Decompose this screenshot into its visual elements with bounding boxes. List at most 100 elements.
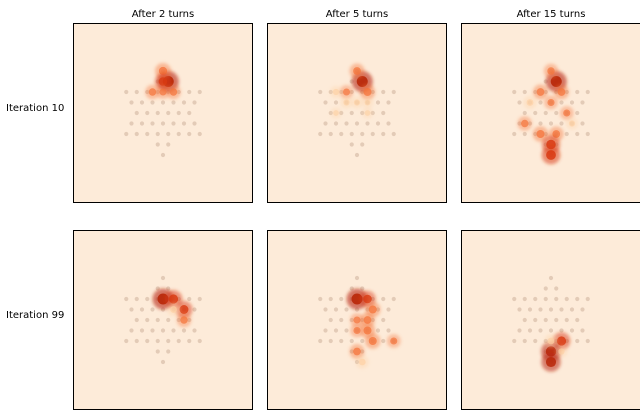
- board-dot: [554, 286, 559, 291]
- board-dot: [155, 338, 160, 344]
- board-dot: [548, 307, 554, 312]
- heat-core: [536, 88, 545, 96]
- board-dot: [134, 317, 139, 323]
- board-dot: [585, 296, 590, 302]
- board-dot: [564, 131, 569, 137]
- heat-core: [170, 306, 177, 313]
- board-dot: [517, 307, 522, 312]
- heat-core: [158, 66, 168, 76]
- column-title: After 15 turns: [517, 9, 586, 20]
- board-dot: [323, 328, 328, 333]
- board-dot: [386, 100, 391, 105]
- board-dot: [517, 328, 522, 333]
- board-dot: [381, 110, 386, 116]
- board-dot: [139, 100, 145, 105]
- heat-core: [169, 88, 178, 96]
- board-dot: [375, 121, 381, 126]
- board-dot: [171, 121, 176, 126]
- board-dot: [554, 317, 559, 323]
- board-dot: [187, 89, 192, 95]
- board-dot: [339, 317, 344, 323]
- board-dot: [150, 307, 155, 312]
- board-dot: [580, 307, 585, 312]
- board-dot: [155, 349, 160, 354]
- board-dot: [328, 317, 333, 323]
- board-dot: [354, 121, 360, 126]
- board-dot: [333, 100, 339, 105]
- heat-core: [159, 88, 167, 96]
- heat-core: [521, 119, 529, 128]
- board-dot: [585, 131, 590, 137]
- board-dot: [533, 338, 538, 344]
- board-dot: [538, 307, 543, 312]
- board-dot: [585, 338, 590, 344]
- board-dot: [197, 89, 202, 95]
- board-dot: [192, 307, 197, 312]
- board-dot: [391, 296, 396, 302]
- board-dot: [187, 131, 192, 137]
- board-dot: [344, 328, 349, 333]
- heat-core: [368, 305, 377, 314]
- board-dot: [533, 317, 538, 323]
- heatmap-panel: [267, 23, 447, 203]
- board-dot: [323, 307, 328, 312]
- board-dot: [166, 131, 171, 137]
- board-dot: [349, 338, 354, 344]
- board-dot: [349, 110, 354, 116]
- heat-core: [363, 316, 372, 324]
- board-dot: [354, 152, 360, 158]
- board-dot: [139, 328, 145, 333]
- heat-core: [342, 88, 351, 96]
- board-dot: [386, 307, 391, 312]
- heat-core: [368, 337, 377, 345]
- board-dot: [559, 307, 564, 312]
- board-dot: [543, 286, 548, 291]
- heat-core: [547, 337, 555, 345]
- board-dot: [580, 121, 585, 126]
- board-dot: [527, 328, 533, 333]
- board-dot: [349, 142, 354, 147]
- board-dot: [187, 338, 192, 344]
- heat-core: [333, 110, 339, 116]
- heat-core: [547, 98, 555, 107]
- board-dot: [522, 110, 527, 116]
- heat-core: [353, 316, 361, 324]
- board-dot: [548, 121, 554, 126]
- heat-core: [356, 76, 368, 87]
- board-dot: [375, 328, 381, 333]
- panel-frame: [73, 23, 253, 203]
- board-dot: [160, 152, 166, 158]
- board-dot: [391, 131, 396, 137]
- heatmap-panel: [461, 230, 640, 410]
- board-dot: [166, 317, 171, 323]
- panel-background: [73, 23, 253, 203]
- board-dot: [197, 131, 202, 137]
- panel-background: [73, 230, 253, 410]
- board-dot: [124, 296, 129, 302]
- board-dot: [512, 338, 517, 344]
- board-dot: [522, 131, 527, 137]
- board-dot: [328, 131, 333, 137]
- heat-core: [343, 99, 350, 106]
- board-dot: [559, 100, 564, 105]
- board-dot: [166, 338, 171, 344]
- board-dot: [554, 296, 559, 302]
- board-dot: [160, 275, 166, 281]
- heatmap-panel: [461, 23, 640, 203]
- heat-core: [363, 88, 372, 96]
- heat-core: [556, 336, 567, 346]
- board-dot: [134, 338, 139, 344]
- board-dot: [171, 100, 176, 105]
- board-dot: [344, 121, 349, 126]
- panel-background: [461, 23, 640, 203]
- board-dot: [139, 307, 145, 312]
- heat-core: [545, 356, 557, 368]
- column-title: After 5 turns: [326, 9, 388, 20]
- heat-core: [332, 88, 340, 96]
- board-dot: [575, 338, 580, 344]
- board-dot: [548, 328, 554, 333]
- board-dot: [339, 296, 344, 302]
- panel-frame: [267, 23, 447, 203]
- board-dot: [344, 307, 349, 312]
- board-dot: [129, 121, 134, 126]
